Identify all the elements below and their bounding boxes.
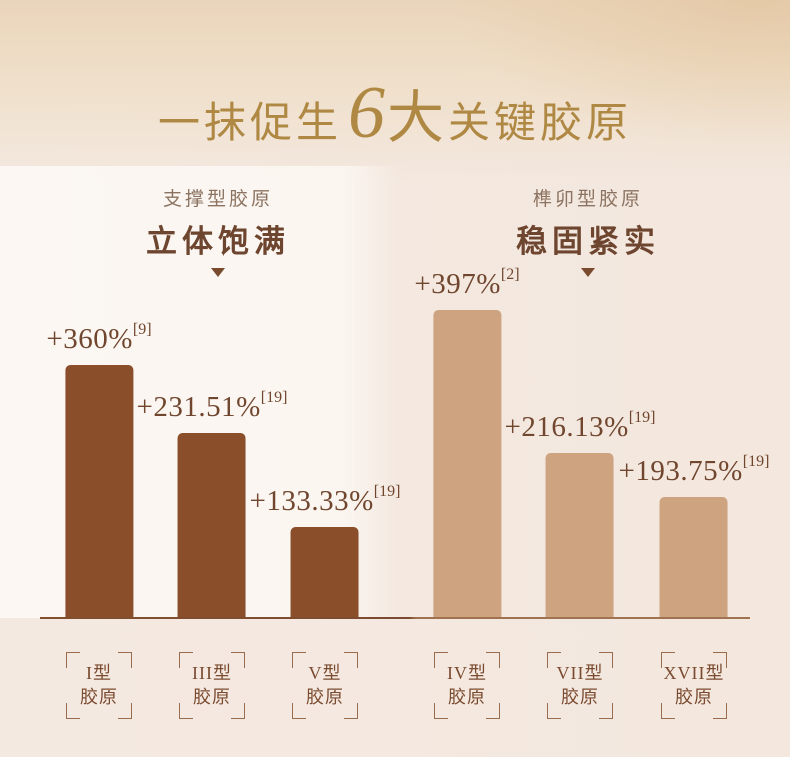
bar-column-type-v: +133.33%[19] <box>250 483 401 617</box>
chart-baseline <box>40 617 750 619</box>
bar-column-type-iii: +231.51%[19] <box>137 389 288 617</box>
corner-bracket-icon <box>118 652 132 668</box>
bar-column-type-i: +360%[9] <box>46 321 152 617</box>
corner-bracket-icon <box>179 652 193 668</box>
bar-type-iii <box>177 433 246 617</box>
footnote-ref: [19] <box>628 409 656 426</box>
category-frame-type-iv: IV型 胶原 <box>434 652 500 719</box>
corner-bracket-icon <box>486 652 500 668</box>
corner-bracket-icon <box>434 652 448 668</box>
bar-value: +231.51% <box>136 391 261 423</box>
category-label: VII型 胶原 <box>557 662 604 710</box>
corner-bracket-icon <box>486 703 500 719</box>
corner-bracket-icon <box>661 652 675 668</box>
corner-bracket-icon <box>547 703 561 719</box>
bar-value-label: +360%[9] <box>46 321 151 356</box>
bar-value: +216.13% <box>504 411 629 443</box>
bar-value-label: +231.51%[19] <box>137 389 288 424</box>
bar-value: +193.75% <box>618 455 743 487</box>
corner-bracket-icon <box>599 652 613 668</box>
category-frame-type-i: I型 胶原 <box>66 652 132 719</box>
corner-bracket-icon <box>344 652 358 668</box>
footnote-ref: [19] <box>373 483 401 500</box>
category-label: III型 胶原 <box>192 662 232 710</box>
bar-column-type-iv: +397%[2] <box>414 266 520 617</box>
bar-value-label: +216.13%[19] <box>505 409 656 444</box>
category-line1: V型 <box>308 662 342 683</box>
category-label: XVII型 胶原 <box>664 662 725 710</box>
category-line1: I型 <box>86 662 112 683</box>
category-label: I型 胶原 <box>80 662 118 710</box>
corner-bracket-icon <box>599 703 613 719</box>
title-prefix: 一抹促生 <box>157 101 342 147</box>
corner-bracket-icon <box>344 703 358 719</box>
category-label: V型 胶原 <box>306 662 344 710</box>
group-title: 立体饱满 <box>146 224 290 259</box>
corner-bracket-icon <box>66 652 80 668</box>
corner-bracket-icon <box>713 652 727 668</box>
corner-bracket-icon <box>231 703 245 719</box>
category-line2: 胶原 <box>448 686 486 707</box>
down-triangle-icon <box>581 268 595 277</box>
footnote-ref: [19] <box>260 389 288 406</box>
corner-bracket-icon <box>66 703 80 719</box>
bar-type-vii <box>545 453 614 617</box>
bar-value: +133.33% <box>249 485 374 517</box>
category-label: IV型 胶原 <box>447 662 487 710</box>
category-frame-type-vii: VII型 胶原 <box>547 652 613 719</box>
down-triangle-icon <box>211 268 225 277</box>
title-big-number: 6 <box>348 72 385 154</box>
corner-bracket-icon <box>713 703 727 719</box>
corner-bracket-icon <box>231 652 245 668</box>
footnote-ref: [19] <box>742 453 770 470</box>
corner-bracket-icon <box>292 652 306 668</box>
title-suffix: 关键胶原 <box>448 101 633 147</box>
bar-type-i <box>64 365 133 617</box>
category-line2: 胶原 <box>675 686 713 707</box>
bar-type-xvii <box>659 497 728 617</box>
category-line1: III型 <box>192 662 232 683</box>
footnote-ref: [9] <box>132 321 152 338</box>
footnote-ref: [2] <box>500 266 520 283</box>
group-header-mortise: 榫卯型胶原 稳固紧实 <box>516 184 660 277</box>
category-frame-type-iii: III型 胶原 <box>179 652 245 719</box>
corner-bracket-icon <box>179 703 193 719</box>
group-title: 稳固紧实 <box>516 224 660 259</box>
bar-value-label: +193.75%[19] <box>619 453 770 488</box>
bar-value-label: +133.33%[19] <box>250 483 401 518</box>
bar-column-type-vii: +216.13%[19] <box>505 409 656 617</box>
category-line2: 胶原 <box>306 686 344 707</box>
category-line2: 胶原 <box>192 686 231 707</box>
bar-value-label: +397%[2] <box>414 266 519 301</box>
category-frame-type-xvii: XVII型 胶原 <box>661 652 727 719</box>
corner-bracket-icon <box>547 652 561 668</box>
group-header-support: 支撑型胶原 立体饱满 <box>146 184 290 277</box>
group-subtitle: 榫卯型胶原 <box>532 189 643 210</box>
bar-value: +360% <box>46 323 133 355</box>
bar-value: +397% <box>414 268 501 300</box>
category-line2: 胶原 <box>561 686 599 707</box>
category-line2: 胶原 <box>80 686 118 707</box>
page-title: 一抹促生 6 大 关键胶原 <box>0 76 790 150</box>
bar-column-type-xvii: +193.75%[19] <box>619 453 770 617</box>
category-line1: IV型 <box>447 662 487 683</box>
group-subtitle: 支撑型胶原 <box>162 189 273 210</box>
corner-bracket-icon <box>661 703 675 719</box>
category-frame-type-v: V型 胶原 <box>292 652 358 719</box>
bar-type-iv <box>432 310 501 617</box>
category-line1: XVII型 <box>663 662 725 683</box>
category-line1: VII型 <box>556 662 604 683</box>
corner-bracket-icon <box>292 703 306 719</box>
corner-bracket-icon <box>118 703 132 719</box>
title-big-char: 大 <box>387 87 444 150</box>
corner-bracket-icon <box>434 703 448 719</box>
bar-type-v <box>290 527 359 617</box>
